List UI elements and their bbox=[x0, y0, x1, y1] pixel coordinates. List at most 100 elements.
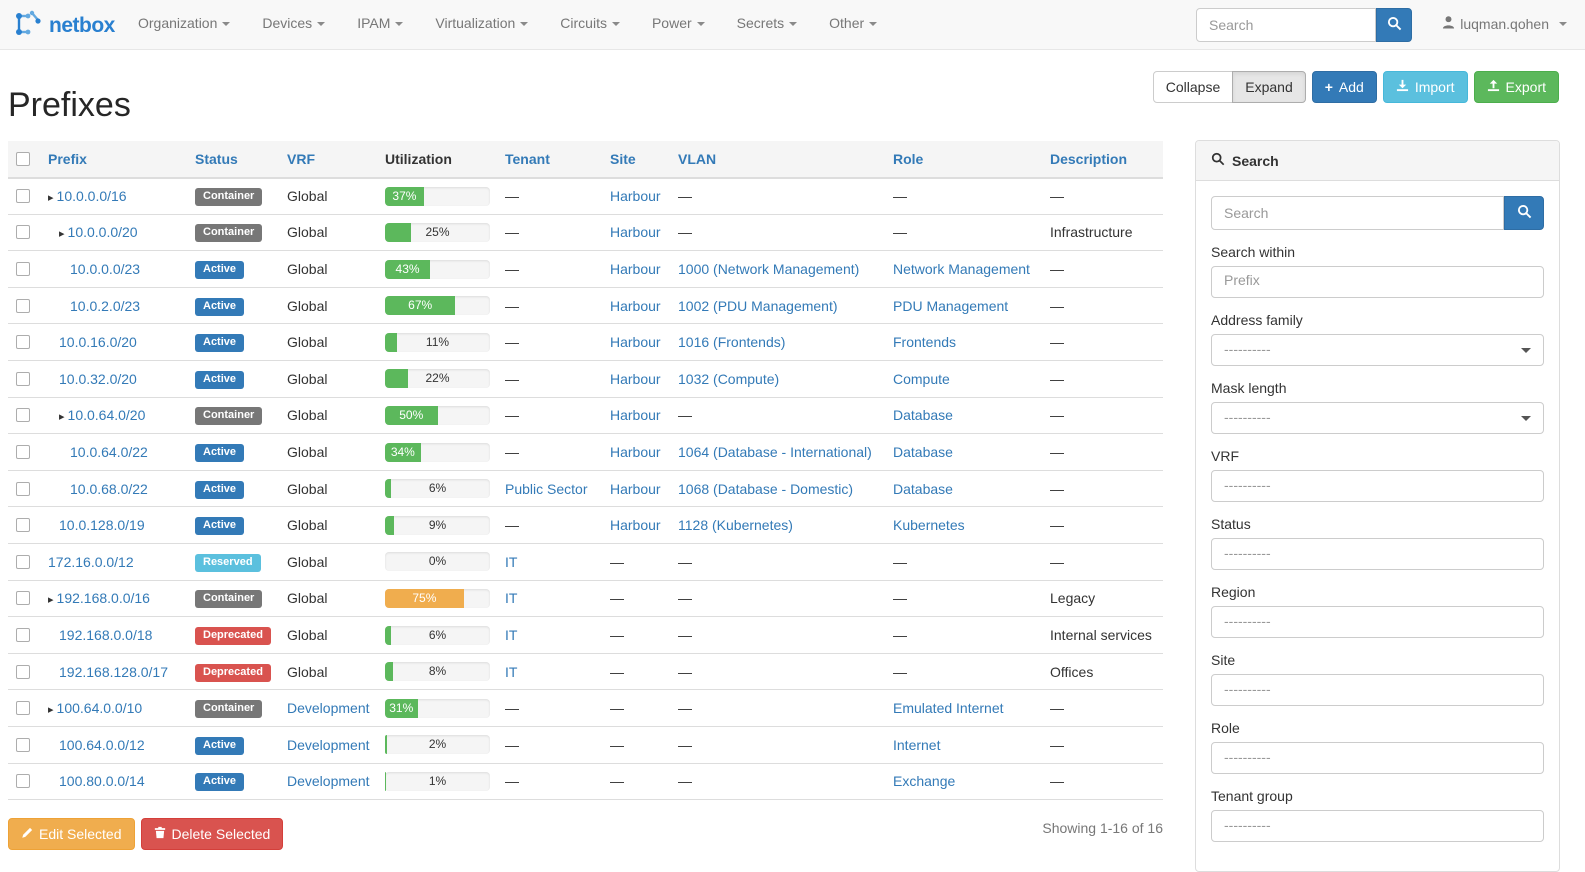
row-checkbox[interactable] bbox=[16, 701, 30, 716]
site-link[interactable]: Harbour bbox=[610, 297, 661, 314]
prefix-link[interactable]: 192.168.0.0/16 bbox=[56, 590, 150, 607]
navbar-search-button[interactable] bbox=[1376, 8, 1412, 42]
filter-search-input[interactable] bbox=[1211, 196, 1504, 230]
role-link[interactable]: PDU Management bbox=[893, 297, 1009, 314]
row-checkbox[interactable] bbox=[16, 554, 30, 569]
column-header-description[interactable]: Description bbox=[1050, 150, 1128, 167]
prefix-link[interactable]: 192.168.128.0/17 bbox=[59, 663, 168, 680]
row-checkbox[interactable] bbox=[16, 591, 30, 606]
row-checkbox[interactable] bbox=[16, 445, 30, 460]
filter-field-mask-length[interactable]: ---------- bbox=[1211, 402, 1544, 434]
expand-children-icon[interactable]: ▸ bbox=[48, 594, 54, 607]
prefix-link[interactable]: 172.16.0.0/12 bbox=[48, 553, 134, 570]
nav-item-organization[interactable]: Organization bbox=[122, 0, 246, 50]
role-link[interactable]: Database bbox=[893, 480, 953, 497]
expand-children-icon[interactable]: ▸ bbox=[59, 411, 65, 424]
vrf-link[interactable]: Development bbox=[287, 736, 370, 753]
nav-item-devices[interactable]: Devices bbox=[246, 0, 341, 50]
site-link[interactable]: Harbour bbox=[610, 407, 661, 424]
nav-item-ipam[interactable]: IPAM bbox=[341, 0, 419, 50]
expand-children-icon[interactable]: ▸ bbox=[48, 192, 54, 205]
export-button[interactable]: Export bbox=[1473, 71, 1559, 103]
vlan-link[interactable]: 1002 (PDU Management) bbox=[678, 297, 838, 314]
prefix-link[interactable]: 10.0.2.0/23 bbox=[70, 297, 141, 314]
prefix-link[interactable]: 10.0.128.0/19 bbox=[59, 517, 145, 534]
role-link[interactable]: Database bbox=[893, 407, 953, 424]
vlan-link[interactable]: 1068 (Database - Domestic) bbox=[678, 480, 854, 497]
row-checkbox[interactable] bbox=[16, 335, 30, 350]
site-link[interactable]: Harbour bbox=[610, 517, 661, 534]
prefix-link[interactable]: 100.80.0.0/14 bbox=[59, 773, 145, 790]
prefix-link[interactable]: 10.0.64.0/20 bbox=[67, 407, 146, 424]
filter-search-button[interactable] bbox=[1504, 196, 1544, 230]
delete-selected-button[interactable]: Delete Selected bbox=[140, 818, 284, 850]
vlan-link[interactable]: 1064 (Database - International) bbox=[678, 444, 872, 461]
nav-item-power[interactable]: Power bbox=[636, 0, 721, 50]
prefix-link[interactable]: 10.0.68.0/22 bbox=[70, 480, 148, 497]
prefix-link[interactable]: 10.0.0.0/16 bbox=[56, 188, 127, 205]
nav-item-secrets[interactable]: Secrets bbox=[721, 0, 813, 50]
vlan-link[interactable]: 1032 (Compute) bbox=[678, 370, 780, 387]
row-checkbox[interactable] bbox=[16, 189, 30, 204]
site-link[interactable]: Harbour bbox=[610, 188, 661, 205]
role-link[interactable]: Exchange bbox=[893, 773, 956, 790]
tenant-link[interactable]: Public Sector bbox=[505, 480, 588, 497]
prefix-link[interactable]: 10.0.0.0/20 bbox=[67, 224, 138, 241]
prefix-link[interactable]: 100.64.0.0/10 bbox=[56, 700, 143, 717]
tenant-link[interactable]: IT bbox=[505, 590, 518, 607]
row-checkbox[interactable] bbox=[16, 225, 30, 240]
vlan-link[interactable]: 1128 (Kubernetes) bbox=[678, 517, 793, 534]
add-button[interactable]: + Add bbox=[1311, 71, 1377, 103]
expand-button[interactable]: Expand bbox=[1232, 71, 1306, 103]
nav-item-virtualization[interactable]: Virtualization bbox=[419, 0, 544, 50]
tenant-link[interactable]: IT bbox=[505, 553, 518, 570]
tenant-link[interactable]: IT bbox=[505, 627, 518, 644]
role-link[interactable]: Kubernetes bbox=[893, 517, 965, 534]
filter-field-search-within[interactable] bbox=[1211, 266, 1544, 298]
role-link[interactable]: Internet bbox=[893, 736, 941, 753]
vrf-link[interactable]: Development bbox=[287, 773, 370, 790]
filter-field-vrf[interactable]: ---------- bbox=[1211, 470, 1544, 502]
column-header-vlan[interactable]: VLAN bbox=[678, 150, 717, 167]
site-link[interactable]: Harbour bbox=[610, 480, 661, 497]
row-checkbox[interactable] bbox=[16, 774, 30, 789]
role-link[interactable]: Frontends bbox=[893, 334, 957, 351]
vrf-link[interactable]: Development bbox=[287, 700, 370, 717]
row-checkbox[interactable] bbox=[16, 481, 30, 496]
vlan-link[interactable]: 1000 (Network Management) bbox=[678, 261, 860, 278]
row-checkbox[interactable] bbox=[16, 371, 30, 386]
role-link[interactable]: Network Management bbox=[893, 261, 1030, 278]
column-header-tenant[interactable]: Tenant bbox=[505, 150, 550, 167]
nav-item-circuits[interactable]: Circuits bbox=[544, 0, 636, 50]
column-header-role[interactable]: Role bbox=[893, 150, 924, 167]
column-header-site[interactable]: Site bbox=[610, 150, 636, 167]
column-header-prefix[interactable]: Prefix bbox=[48, 150, 87, 167]
expand-children-icon[interactable]: ▸ bbox=[48, 704, 54, 717]
filter-field-status[interactable]: ---------- bbox=[1211, 538, 1544, 570]
filter-field-site[interactable]: ---------- bbox=[1211, 674, 1544, 706]
column-header-vrf[interactable]: VRF bbox=[287, 150, 315, 167]
filter-field-tenant-group[interactable]: ---------- bbox=[1211, 810, 1544, 842]
prefix-link[interactable]: 10.0.16.0/20 bbox=[59, 334, 137, 351]
navbar-search-input[interactable] bbox=[1196, 8, 1376, 42]
prefix-link[interactable]: 100.64.0.0/12 bbox=[59, 736, 145, 753]
filter-field-region[interactable]: ---------- bbox=[1211, 606, 1544, 638]
role-link[interactable]: Emulated Internet bbox=[893, 700, 1004, 717]
collapse-button[interactable]: Collapse bbox=[1152, 71, 1234, 103]
prefix-link[interactable]: 10.0.0.0/23 bbox=[70, 261, 141, 278]
row-checkbox[interactable] bbox=[16, 737, 30, 752]
nav-item-other[interactable]: Other bbox=[813, 0, 893, 50]
site-link[interactable]: Harbour bbox=[610, 444, 661, 461]
expand-children-icon[interactable]: ▸ bbox=[59, 228, 65, 241]
row-checkbox[interactable] bbox=[16, 628, 30, 643]
row-checkbox[interactable] bbox=[16, 664, 30, 679]
netbox-brand[interactable]: netbox bbox=[12, 10, 115, 41]
role-link[interactable]: Compute bbox=[893, 370, 950, 387]
column-header-status[interactable]: Status bbox=[195, 150, 238, 167]
select-all-checkbox[interactable] bbox=[16, 151, 30, 166]
site-link[interactable]: Harbour bbox=[610, 224, 661, 241]
site-link[interactable]: Harbour bbox=[610, 261, 661, 278]
row-checkbox[interactable] bbox=[16, 298, 30, 313]
prefix-link[interactable]: 10.0.64.0/22 bbox=[70, 444, 148, 461]
vlan-link[interactable]: 1016 (Frontends) bbox=[678, 334, 786, 351]
